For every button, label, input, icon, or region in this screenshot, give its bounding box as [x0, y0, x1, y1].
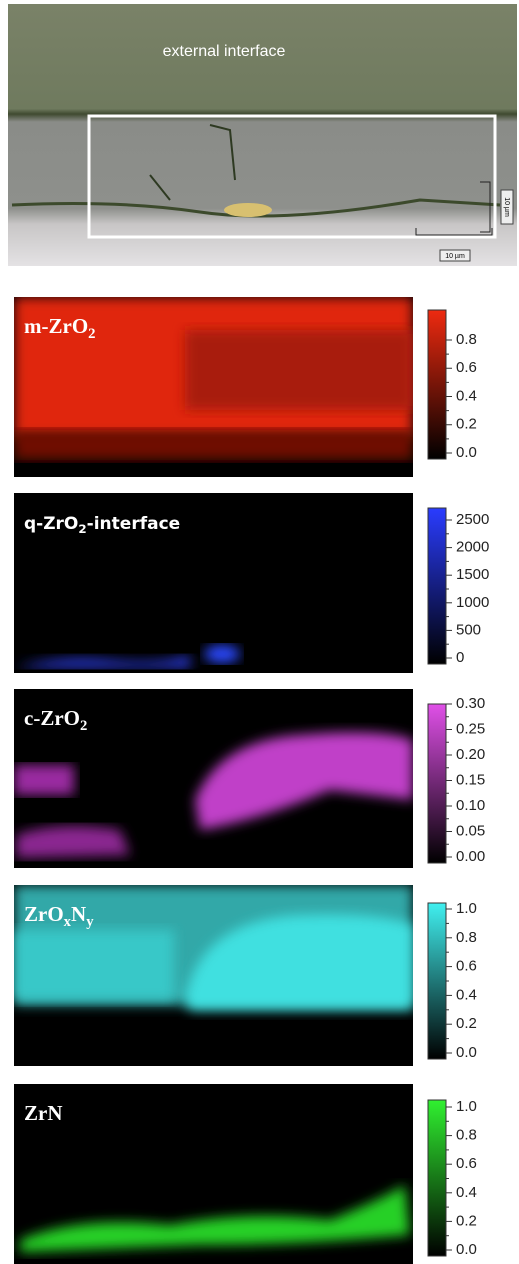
subscript: x	[64, 914, 72, 930]
map-label: m-ZrO2	[24, 314, 96, 342]
tick-label: 500	[456, 621, 481, 638]
colorbar	[427, 1099, 447, 1257]
map-panel: m-ZrO2 0.0 0.2 0.4 0.6 0.8	[14, 297, 477, 477]
tick-label: 0.2	[456, 1015, 477, 1032]
tick-label: 0.10	[456, 797, 485, 814]
scale-label-box	[439, 249, 471, 262]
label-text: q-ZrO	[24, 514, 78, 534]
label: external interface	[163, 43, 286, 60]
map-label: q-ZrO2-interface	[24, 514, 180, 536]
tick-label: 0.4	[456, 986, 477, 1003]
label-text: m-ZrO	[24, 314, 88, 338]
colorbar	[427, 703, 447, 864]
subscript: y	[86, 914, 94, 930]
micrograph-image	[8, 4, 517, 266]
signal	[14, 765, 74, 795]
subscript: 2	[88, 326, 95, 342]
map-panel: c-ZrO2 0.00 0.05 0.10 0.15 0.20 0.25 0.30	[14, 689, 485, 868]
tick-label: 0.6	[456, 1155, 477, 1172]
tick-label: 0.0	[456, 1044, 477, 1061]
tick-label: 0.0	[456, 444, 477, 461]
tick-label: 0.2	[456, 1212, 477, 1229]
tick-label: 0.25	[456, 720, 485, 737]
map-panel: ZrOxNy 0.0 0.2 0.4 0.6 0.8 1.0	[14, 885, 477, 1066]
tick-label: 2500	[456, 511, 489, 528]
tick-label: 0.8	[456, 1127, 477, 1144]
map-label: ZrN	[24, 1101, 63, 1125]
label-text: ZrO	[24, 902, 64, 926]
micrograph: external interface 10 µm 10 µm	[8, 4, 517, 266]
subscript: 2	[80, 718, 87, 734]
label-text: c-ZrO	[24, 706, 80, 730]
map-label: c-ZrO2	[24, 706, 87, 734]
signal	[185, 330, 413, 410]
colorbar	[427, 309, 447, 460]
map-image	[14, 493, 413, 673]
map-signal	[16, 645, 240, 668]
map-panel: q-ZrO2-interface 0 500 1000 1500 2000 2500	[14, 493, 489, 673]
subscript: 2	[78, 522, 86, 536]
map-signal	[14, 885, 413, 1010]
scale-label: 10 µm	[503, 197, 510, 217]
tick-label: 1500	[456, 566, 489, 583]
tick-label: 0	[456, 649, 464, 666]
label-text: N	[71, 902, 86, 926]
tick-label: 0.4	[456, 387, 477, 404]
tick-label: 0.2	[456, 416, 477, 433]
signal	[185, 914, 413, 1010]
tick-label: 0.6	[456, 359, 477, 376]
map-panel: ZrN 0.0 0.2 0.4 0.6 0.8 1.0	[14, 1084, 477, 1264]
signal	[204, 645, 240, 663]
scale-bar	[415, 181, 493, 236]
colorbar	[427, 507, 447, 665]
tick-label: 0.0	[456, 1241, 477, 1258]
scale-label-box	[500, 189, 514, 225]
colorbar	[427, 902, 447, 1060]
signal	[14, 930, 174, 1000]
tick-label: 0.8	[456, 331, 477, 348]
label-text: ZrN	[24, 1101, 63, 1125]
tick-label: 1000	[456, 594, 489, 611]
map-signal	[14, 297, 413, 460]
tick-label: 1.0	[456, 900, 477, 917]
signal	[20, 1185, 410, 1252]
tick-label: 0.20	[456, 746, 485, 763]
signal	[195, 732, 413, 830]
signal	[16, 655, 190, 668]
tick-label: 0.00	[456, 848, 485, 865]
signal	[16, 826, 130, 858]
crack	[149, 124, 236, 201]
tick-label: 0.6	[456, 958, 477, 975]
tick-label: 1.0	[456, 1098, 477, 1115]
map-signal	[14, 732, 413, 858]
particle	[224, 203, 272, 217]
label-text: -interface	[87, 514, 181, 534]
tick-label: 0.4	[456, 1184, 477, 1201]
map-label: ZrOxNy	[24, 902, 94, 930]
signal	[14, 430, 413, 460]
tick-label: 0.05	[456, 822, 485, 839]
selection-box	[87, 114, 497, 239]
map-signal	[20, 1185, 410, 1252]
tick-label: 2000	[456, 539, 489, 556]
tick-label: 0.15	[456, 771, 485, 788]
tick-label: 0.8	[456, 929, 477, 946]
tick-label: 0.30	[456, 695, 485, 712]
crack	[11, 198, 501, 218]
scale-label: 10 µm	[445, 253, 465, 260]
